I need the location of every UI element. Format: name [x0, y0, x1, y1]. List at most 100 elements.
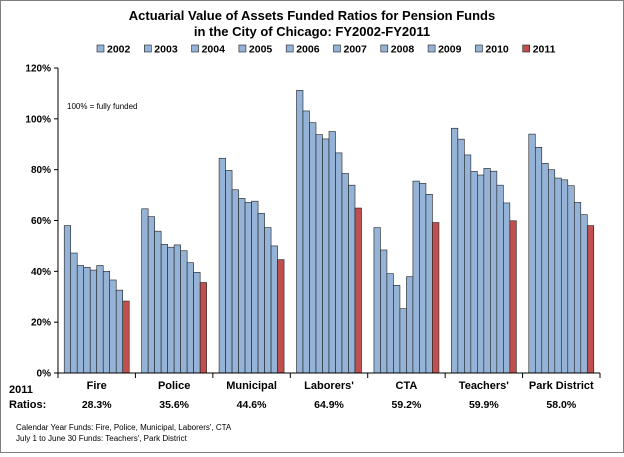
bar-2011-5: [509, 220, 517, 374]
bar-2003-6: [534, 147, 543, 374]
legend-label-2005: 2005: [249, 44, 273, 56]
bar-2010-0: [115, 289, 124, 374]
ratios-row: 28.3% 35.6% 44.6% 64.9% 59.2% 59.9% 58.0%: [82, 399, 577, 411]
legend-label-2010: 2010: [485, 44, 509, 56]
legend-swatch-2008: [380, 44, 389, 53]
bar-2006-3: [322, 138, 330, 374]
y-tick-label: 40%: [31, 267, 51, 278]
legend-label-2007: 2007: [344, 44, 368, 56]
ratio-value: 35.6%: [159, 399, 189, 411]
bar-2004-4: [386, 273, 394, 374]
bar-2007-3: [328, 131, 336, 374]
bar-2004-3: [309, 122, 317, 374]
bar-2002-1: [141, 208, 149, 374]
ratio-value: 58.0%: [546, 399, 576, 411]
bar-2008-6: [567, 185, 575, 374]
bar-2011-4: [432, 222, 440, 374]
bar-2005-6: [547, 169, 556, 374]
bar-2010-5: [503, 202, 511, 374]
bar-2010-4: [425, 194, 433, 374]
legend-swatch-2003: [144, 44, 152, 53]
bar-2005-0: [83, 266, 91, 374]
bar-2009-6: [573, 202, 582, 374]
bar-2005-1: [160, 244, 168, 374]
bar-2006-0: [89, 269, 98, 374]
category-label: Teachers': [459, 380, 509, 392]
legend-label-2011: 2011: [533, 44, 556, 56]
legend-swatch-2010: [475, 44, 483, 53]
bar-2003-3: [302, 110, 310, 374]
bar-2003-2: [225, 170, 233, 374]
ratios-header-year: 2011: [9, 384, 33, 396]
note-fiscal-year: July 1 to June 30 Funds: Teachers', Park…: [16, 434, 188, 443]
ratio-value: 59.2%: [392, 399, 422, 411]
bar-2005-3: [315, 134, 323, 374]
legend-label-2002: 2002: [107, 44, 131, 56]
bar-2003-1: [147, 216, 155, 374]
bar-2009-3: [341, 173, 349, 374]
bar-2008-2: [257, 213, 265, 374]
bar-2006-1: [167, 246, 175, 374]
bar-2010-2: [270, 245, 278, 374]
legend-swatch-2005: [238, 44, 247, 53]
bar-2008-5: [490, 170, 498, 374]
bar-2008-3: [335, 152, 343, 374]
bar-2003-5: [457, 138, 465, 374]
bar-2002-0: [63, 225, 72, 374]
bar-2002-5: [451, 127, 459, 374]
bar-2002-4: [373, 227, 381, 374]
chart-title: Actuarial Value of Assets Funded Ratios …: [129, 8, 495, 23]
y-tick-label: 20%: [31, 318, 51, 329]
bar-2008-0: [102, 271, 111, 374]
legend-swatch-2006: [285, 44, 294, 53]
bar-2007-1: [173, 244, 181, 374]
bar-2006-6: [554, 177, 562, 374]
legend-label-2003: 2003: [154, 44, 178, 56]
bar-2006-5: [477, 174, 485, 374]
bar-2007-2: [251, 200, 259, 374]
bar-2004-1: [154, 230, 162, 374]
bar-2010-3: [348, 184, 356, 374]
bar-2011-3: [354, 207, 362, 374]
bar-2002-6: [528, 133, 536, 374]
bar-2003-0: [70, 252, 78, 374]
legend-label-2009: 2009: [438, 44, 462, 56]
bar-2002-2: [218, 157, 226, 374]
category-label: Municipal: [226, 380, 277, 392]
category-label: Park District: [529, 380, 594, 392]
bar-2005-5: [470, 171, 478, 374]
ratio-value: 59.9%: [469, 399, 499, 411]
bar-2007-4: [406, 276, 414, 374]
legend-label-2006: 2006: [296, 44, 320, 56]
y-tick-label: 100%: [25, 114, 51, 125]
bar-2004-0: [76, 265, 85, 374]
bar-2011-1: [199, 282, 207, 374]
ratio-value: 28.3%: [82, 399, 112, 411]
ratios-header-label: Ratios:: [9, 399, 46, 411]
note-calendar-year: Calendar Year Funds: Fire, Police, Munic…: [16, 423, 232, 432]
bar-2006-4: [399, 308, 407, 374]
legend: 2002 2003 2004 2005 2006 2007 2008 2009 2010 2011: [96, 44, 556, 56]
bar-2009-4: [419, 183, 427, 374]
bar-2009-1: [186, 262, 194, 374]
bar-2004-6: [541, 163, 549, 374]
bar-2004-2: [231, 189, 239, 374]
ratio-value: 64.9%: [314, 399, 344, 411]
legend-swatch-2011: [522, 44, 531, 53]
legend-swatch-2009: [427, 44, 436, 53]
bar-2011-0: [122, 300, 130, 374]
bar-2009-0: [109, 279, 117, 374]
bar-2011-2: [277, 259, 285, 374]
legend-swatch-2004: [191, 44, 199, 53]
legend-label-2008: 2008: [391, 44, 415, 56]
bar-2006-2: [244, 202, 252, 374]
bar-2005-4: [393, 285, 401, 374]
bar-2009-2: [264, 227, 272, 374]
y-tick-label: 0%: [37, 369, 52, 380]
category-label: Police: [158, 380, 190, 392]
bar-2009-5: [496, 184, 504, 374]
plot-area: 0% 20% 40% 60% 80% 100% 120% Fire Police Municipa…: [25, 64, 601, 392]
ratio-value: 44.6%: [237, 399, 267, 411]
